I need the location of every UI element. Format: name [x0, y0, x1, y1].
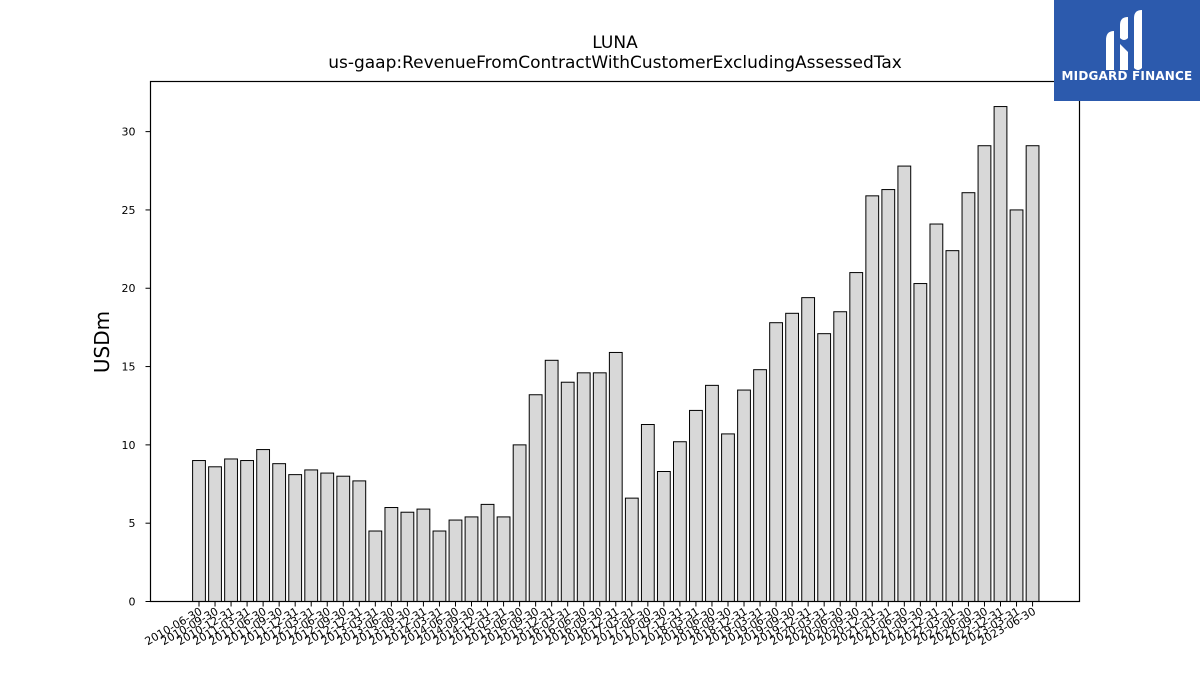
y-tick-label: 0: [129, 596, 136, 609]
bar-2021-09-30: [913, 283, 928, 602]
y-tick-label: 25: [122, 204, 136, 217]
bar-2016-03-31: [560, 381, 575, 602]
bar-2023-03-31: [1009, 209, 1024, 602]
bar-2016-06-30: [576, 372, 591, 602]
bar-2019-09-30: [785, 312, 800, 602]
bar-2015-09-30: [528, 394, 543, 602]
bar-2019-06-30: [769, 322, 783, 602]
bar-2018-06-30: [705, 384, 719, 602]
bar-2023-06-30: [1025, 145, 1040, 602]
bar-2011-09-30: [272, 463, 287, 603]
bar-2022-03-31: [945, 250, 960, 602]
bar-2011-03-31: [240, 460, 254, 603]
bars-group: [192, 106, 1040, 603]
bar-2016-09-30: [592, 372, 607, 602]
bar-2016-12-31: [608, 351, 623, 602]
bar-2014-12-31: [480, 503, 495, 603]
bar-2013-06-30: [384, 507, 399, 602]
bar-2012-09-30: [336, 475, 351, 603]
y-tick-label: 20: [122, 282, 136, 295]
bar-2018-03-31: [689, 409, 703, 603]
y-ticks-group: 0 5 10 15 20 25 30: [122, 126, 151, 609]
bar-2021-06-30: [897, 165, 912, 603]
y-tick-label: 5: [129, 517, 136, 530]
bar-2019-12-31: [801, 297, 816, 602]
bar-2013-03-31: [368, 530, 383, 603]
bar-2015-12-31: [544, 359, 559, 602]
bar-2017-09-30: [656, 471, 671, 602]
midgard-finance-logo: MIDGARD FINANCE: [1054, 0, 1200, 101]
bar-2017-12-31: [673, 441, 687, 602]
y-axis-label: USDm: [90, 311, 114, 373]
x-ticks-group: 2010-06-302010-09-302010-12-312011-03-31…: [143, 601, 1038, 648]
chart-title: LUNA: [592, 33, 638, 53]
bar-2010-06-30: [192, 460, 206, 603]
bar-2012-12-31: [352, 480, 367, 602]
bar-2012-03-31: [304, 469, 319, 602]
bar-2010-09-30: [208, 466, 222, 602]
bar-2013-12-31: [416, 508, 431, 602]
bar-2017-03-31: [624, 497, 639, 603]
bar-2021-12-31: [929, 223, 944, 602]
bar-2011-12-31: [288, 474, 303, 603]
bar-2019-03-31: [753, 369, 767, 602]
bar-2022-09-30: [977, 145, 992, 602]
bar-2014-03-31: [432, 530, 447, 603]
bar-2013-09-30: [400, 511, 415, 602]
bar-2020-12-31: [865, 195, 880, 602]
bar-2018-09-30: [721, 433, 735, 602]
bar-2020-06-30: [833, 311, 848, 602]
y-tick-label: 15: [122, 361, 136, 374]
bar-2014-09-30: [464, 516, 479, 602]
bar-2010-12-31: [224, 458, 238, 602]
logo-text: MIDGARD FINANCE: [1061, 69, 1193, 83]
y-tick-label: 10: [122, 439, 136, 452]
bar-2015-06-30: [512, 444, 527, 602]
bar-2020-03-31: [817, 333, 832, 602]
bar-2020-09-30: [849, 272, 864, 602]
bar-2022-06-30: [961, 192, 976, 602]
bar-2017-06-30: [640, 424, 655, 603]
bar-2015-03-31: [496, 516, 511, 602]
midgard-logo-icon: [1106, 10, 1142, 70]
bar-2022-12-31: [993, 106, 1008, 602]
bar-2011-06-30: [256, 449, 271, 602]
y-tick-label: 30: [122, 126, 136, 139]
bar-2014-06-30: [448, 519, 463, 602]
chart-subtitle: us-gaap:RevenueFromContractWithCustomerE…: [328, 53, 902, 73]
bar-2012-06-30: [320, 472, 335, 602]
plot-frame: [149, 80, 1081, 603]
bar-2018-12-31: [737, 389, 751, 602]
bar-2021-03-31: [881, 189, 896, 602]
